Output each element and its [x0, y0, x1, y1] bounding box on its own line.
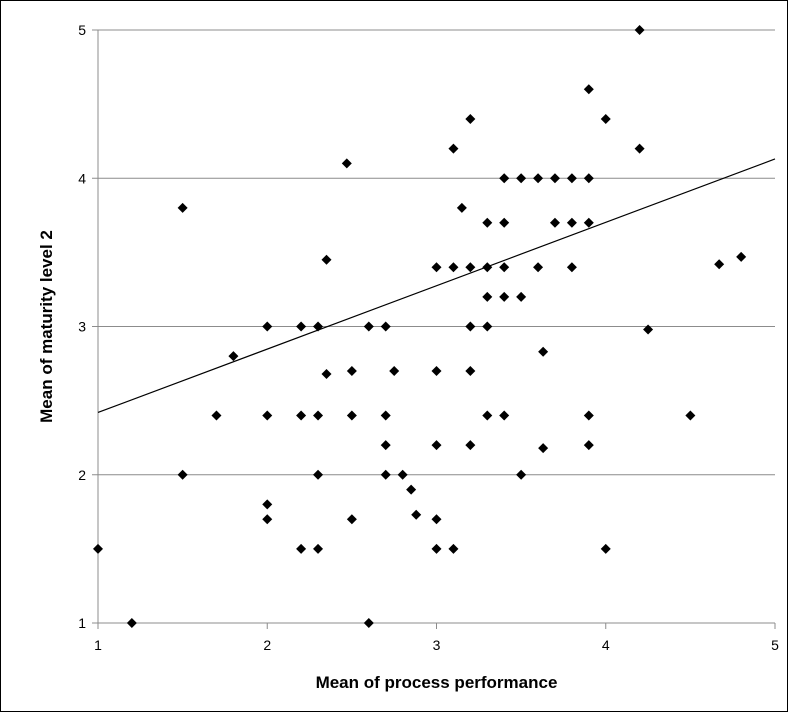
data-point [549, 217, 560, 228]
data-point [465, 365, 476, 376]
data-point [600, 113, 611, 124]
data-point [448, 543, 459, 554]
data-point [566, 262, 577, 273]
y-tick-label: 1 [78, 615, 86, 631]
x-tick-label: 3 [433, 637, 441, 653]
data-point [583, 84, 594, 95]
data-point [262, 514, 273, 525]
data-point [482, 291, 493, 302]
x-tick-label: 1 [94, 637, 102, 653]
data-point [262, 410, 273, 421]
data-point [566, 173, 577, 184]
data-point [448, 143, 459, 154]
data-point [296, 543, 307, 554]
data-point [533, 173, 544, 184]
data-point [583, 217, 594, 228]
data-point [634, 25, 645, 35]
data-point [406, 484, 417, 495]
data-point [465, 440, 476, 451]
data-point [296, 321, 307, 332]
data-point [126, 618, 137, 628]
x-tick-label: 5 [771, 637, 779, 653]
data-point [363, 321, 374, 332]
data-point [533, 262, 544, 273]
data-point [397, 469, 408, 480]
y-tick-label: 3 [78, 319, 86, 335]
data-point [321, 368, 332, 379]
data-point [211, 410, 222, 421]
data-point [431, 543, 442, 554]
data-point [465, 113, 476, 124]
data-point [499, 217, 510, 228]
data-point [482, 321, 493, 332]
data-point [346, 514, 357, 525]
data-point [380, 469, 391, 480]
data-point [321, 254, 332, 265]
data-point [499, 291, 510, 302]
x-axis-title: Mean of process performance [316, 673, 558, 692]
x-tick-label: 4 [602, 637, 610, 653]
data-point [685, 410, 696, 421]
data-point [499, 410, 510, 421]
data-point [346, 410, 357, 421]
data-point [313, 543, 324, 554]
data-point [313, 469, 324, 480]
y-tick-label: 5 [78, 22, 86, 38]
data-point [313, 410, 324, 421]
data-point [566, 217, 577, 228]
data-point [262, 321, 273, 332]
data-point [482, 217, 493, 228]
data-point [431, 440, 442, 451]
data-point [516, 173, 527, 184]
data-point [583, 173, 594, 184]
data-point [431, 365, 442, 376]
x-tick-label: 2 [263, 637, 271, 653]
data-point [643, 324, 654, 335]
y-axis-title: Mean of maturity level 2 [37, 230, 56, 423]
data-point [736, 251, 747, 262]
data-point [583, 410, 594, 421]
data-point [482, 410, 493, 421]
data-point [448, 262, 459, 273]
data-point [228, 351, 239, 362]
data-point [482, 262, 493, 273]
data-point [346, 365, 357, 376]
data-point [431, 514, 442, 525]
y-tick-label: 2 [78, 467, 86, 483]
data-point [538, 443, 549, 454]
data-point [583, 440, 594, 451]
data-point [714, 259, 725, 270]
data-point [380, 440, 391, 451]
data-point [296, 410, 307, 421]
data-point [634, 143, 645, 154]
data-point [389, 365, 400, 376]
data-point [431, 262, 442, 273]
data-point [499, 262, 510, 273]
data-point [380, 321, 391, 332]
data-point [516, 291, 527, 302]
data-point [538, 346, 549, 357]
y-tick-label: 4 [78, 170, 86, 186]
data-point [499, 173, 510, 184]
data-point [549, 173, 560, 184]
data-point [456, 202, 467, 213]
data-point [363, 618, 374, 628]
data-point [177, 469, 188, 480]
data-point [465, 321, 476, 332]
trendline [97, 158, 776, 414]
data-point [313, 321, 324, 332]
data-point [600, 543, 611, 554]
data-point [177, 202, 188, 213]
data-point [411, 509, 422, 520]
data-point [516, 469, 527, 480]
data-point [465, 262, 476, 273]
data-point [262, 499, 273, 510]
data-point [380, 410, 391, 421]
data-point [341, 158, 352, 169]
data-point [93, 543, 103, 554]
